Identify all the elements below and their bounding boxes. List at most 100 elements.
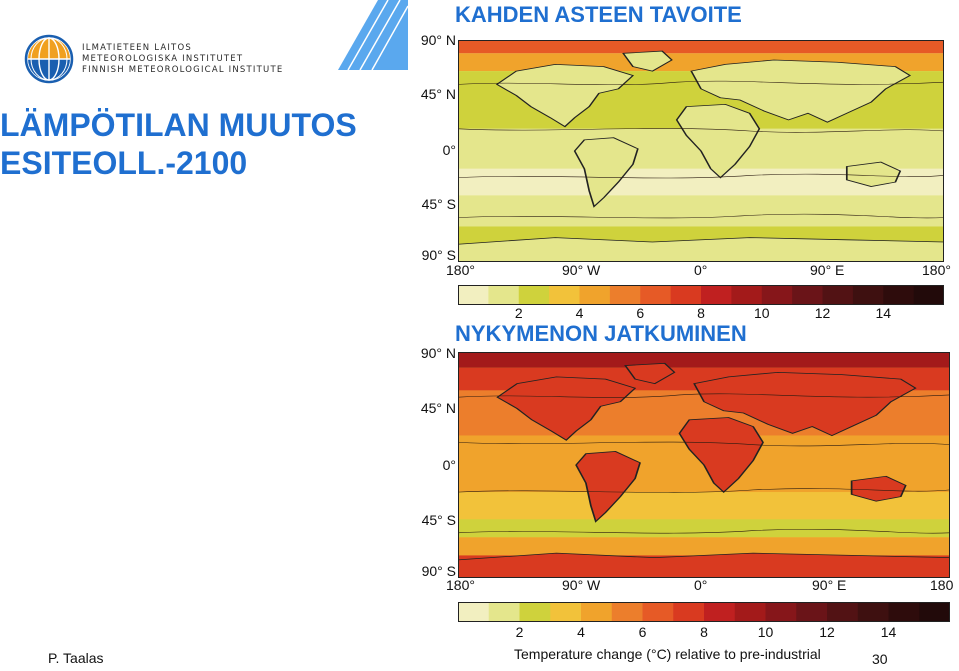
continent-outline (693, 371, 917, 437)
contour-line (458, 441, 950, 447)
colorbar-label: Temperature change (°C) relative to pre-… (514, 646, 821, 662)
continent-outline (678, 417, 764, 494)
contour-line (458, 80, 944, 86)
colorbar-swatch (734, 602, 766, 622)
corner-decoration (338, 0, 408, 70)
colorbar-tick-label: 8 (700, 624, 708, 640)
logo-text-line-2: METEOROLOGISKA INSTITUTET (82, 54, 244, 64)
map1-lat-label: 90° N (420, 32, 456, 48)
colorbar-swatch (796, 602, 828, 622)
map2-lon-label: 180 (930, 577, 954, 593)
map1-lat-label: 45° S (421, 196, 456, 212)
colorbar-swatch (579, 285, 611, 305)
colorbar-swatch (761, 285, 793, 305)
map2-colorbar (458, 602, 950, 622)
map2-lat-label: 90° S (421, 563, 456, 579)
map-field-band (458, 195, 944, 227)
colorbar-swatch (488, 285, 520, 305)
colorbar-tick-label: 10 (753, 305, 770, 321)
colorbar-tick-label: 12 (819, 624, 835, 640)
colorbar-swatch (857, 602, 889, 622)
map2-title: NYKYMENON JATKUMINEN (455, 321, 747, 346)
colorbar-swatch (822, 285, 854, 305)
fmi-logo-icon (24, 34, 74, 84)
colorbar-tick-label: 14 (880, 624, 897, 640)
continent-outline (496, 376, 637, 441)
colorbar-swatch (888, 602, 920, 622)
colorbar-tick-label: 6 (638, 624, 647, 640)
continent-outline (458, 237, 944, 262)
colorbar-swatch (852, 285, 884, 305)
continent-outline (845, 161, 902, 187)
colorbar-swatch (827, 602, 859, 622)
colorbar-tick-label: 12 (814, 305, 831, 321)
map1-lat-label: 0° (442, 142, 456, 158)
colorbar-swatch (701, 285, 732, 305)
contour-line (458, 213, 944, 219)
map1-heatmap (458, 40, 944, 262)
slide-title: LÄMPÖTILAN MUUTOS ESITEOLL.-2100 (0, 106, 357, 182)
map1-lon-label: 0° (694, 262, 708, 278)
continent-outline (573, 137, 639, 208)
map-field-band (458, 40, 944, 54)
colorbar-tick-label: 8 (697, 305, 705, 321)
map1-title: KAHDEN ASTEEN TAVOITE (455, 2, 742, 27)
continent-outline (575, 451, 641, 523)
map1-lon-label: 90° W (562, 262, 601, 278)
map2-lon-label: 180° (446, 577, 475, 593)
colorbar-swatch (792, 285, 824, 305)
slide-title-line-1: LÄMPÖTILAN MUUTOS (0, 107, 357, 143)
colorbar-swatch (550, 602, 582, 622)
colorbar-swatch (518, 285, 550, 305)
colorbar-swatch (919, 602, 950, 622)
colorbar-swatch (670, 285, 702, 305)
map2-lat-label: 0° (442, 457, 456, 473)
map-field-band (458, 519, 950, 538)
colorbar-tick-label: 14 (875, 305, 892, 321)
fmi-logo: ILMATIETEEN LAITOS METEOROLOGISKA INSTIT… (24, 34, 324, 84)
contour-line (458, 173, 944, 179)
colorbar-frame (458, 602, 950, 622)
map2-lon-label: 90° E (812, 577, 847, 593)
contour-line (458, 393, 950, 398)
slide-title-line-2: ESITEOLL.-2100 (0, 145, 248, 181)
colorbar-swatch (609, 285, 641, 305)
colorbar-swatch (581, 602, 613, 622)
map2-lon-label: 0° (694, 577, 708, 593)
colorbar-tick-label: 2 (515, 624, 524, 640)
contour-line (458, 529, 950, 534)
logo-text-line-1: ILMATIETEEN LAITOS (82, 43, 192, 53)
continent-outline (624, 362, 676, 385)
colorbar-tick-label: 4 (575, 305, 584, 321)
page-number: 30 (872, 651, 888, 667)
map1-colorbar-ticks: 2 4 6 8 10 12 14 (458, 305, 944, 323)
colorbar-tick-label: 2 (514, 305, 523, 321)
contour-line (458, 128, 944, 133)
map1-lon-label: 180° (922, 262, 951, 278)
colorbar-swatch (731, 285, 763, 305)
map2-colorbar-ticks: 2 4 6 8 10 12 14 (458, 624, 950, 642)
map-frame (458, 40, 944, 262)
map1-lon-label: 90° E (810, 262, 845, 278)
colorbar-swatch (883, 285, 915, 305)
map2-lat-label: 45° S (421, 512, 456, 528)
logo-text-line-3: FINNISH METEOROLOGICAL INSTITUTE (82, 65, 284, 75)
map-field-band (458, 352, 950, 368)
colorbar-swatch (611, 602, 643, 622)
colorbar-swatch (458, 285, 489, 305)
colorbar-tick-label: 4 (577, 624, 585, 640)
colorbar-swatch (488, 602, 520, 622)
map1-lon-label: 180° (446, 262, 475, 278)
colorbar-swatch (519, 602, 551, 622)
continent-outline (850, 475, 907, 502)
continent-outline (495, 64, 635, 128)
continent-outline (675, 103, 761, 179)
colorbar-tick-label: 6 (636, 305, 645, 321)
colorbar-swatch (640, 285, 672, 305)
map-field-band (458, 537, 950, 556)
contour-line (458, 488, 950, 493)
colorbar-swatch (549, 285, 581, 305)
map-frame (458, 352, 950, 578)
author-name: P. Taalas (48, 650, 104, 666)
colorbar-tick-label: 10 (757, 624, 774, 640)
